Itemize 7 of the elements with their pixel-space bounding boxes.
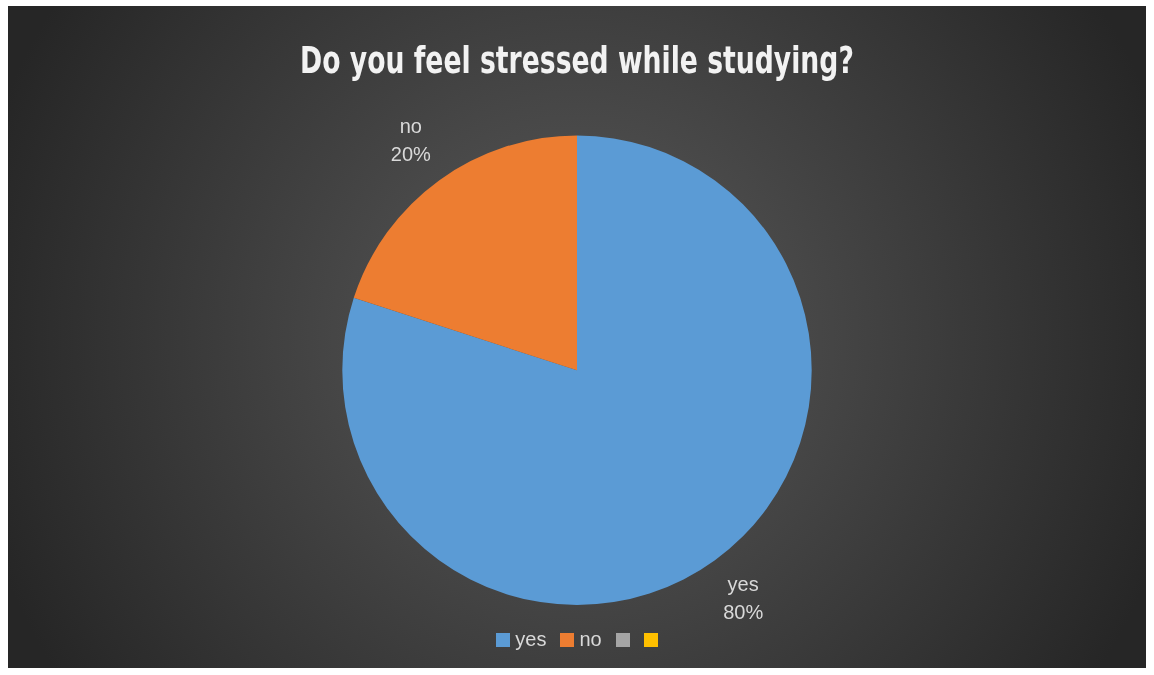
- slice-label: no: [399, 115, 422, 138]
- legend-label: no: [579, 628, 602, 651]
- data-label: 80%: [723, 600, 764, 623]
- legend-label: yes: [515, 628, 547, 651]
- slice-label: yes: [727, 572, 759, 595]
- chart-title: Do you feel stressed while studying?: [300, 37, 854, 82]
- data-label: 20%: [390, 143, 432, 166]
